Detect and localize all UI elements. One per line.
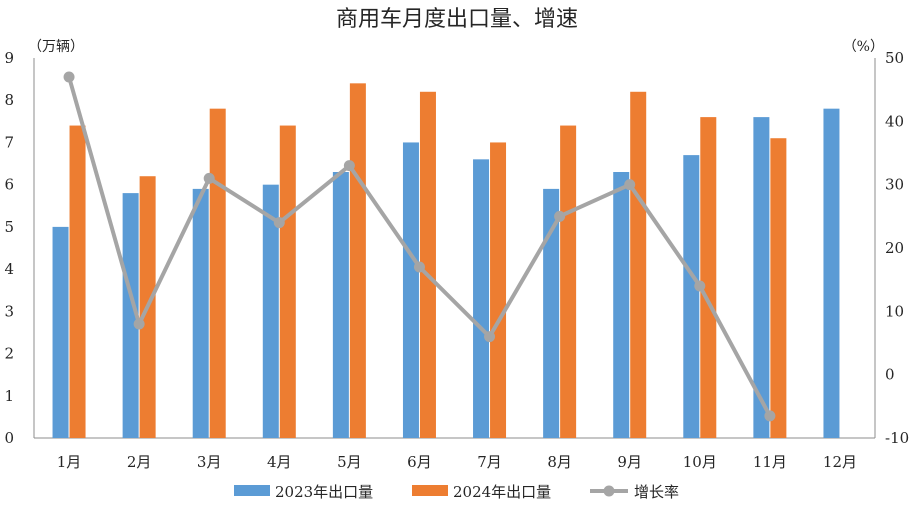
bar-2023: [683, 155, 700, 438]
bar-2023: [192, 188, 209, 438]
bar-2023: [122, 193, 139, 438]
growth-rate-point: [554, 210, 566, 222]
chart-title: 商用车月度出口量、增速: [336, 7, 578, 32]
bar-2024: [209, 108, 226, 439]
bar-2023: [332, 172, 349, 438]
growth-rate-point: [63, 71, 75, 83]
legend-swatch: [412, 485, 448, 496]
y-left-tick-label: 0: [4, 429, 14, 447]
bars-layer: [52, 83, 840, 439]
growth-rate-point: [764, 410, 776, 422]
bar-2023: [613, 172, 630, 438]
y-right-tick-label: 40: [885, 112, 904, 130]
x-tick-label: 4月: [267, 453, 292, 471]
y-left-tick-label: 1: [4, 387, 14, 405]
x-tick-label: 11月: [753, 453, 787, 471]
y-left-tick-label: 2: [4, 345, 14, 363]
growth-rate-point: [273, 217, 285, 229]
bar-2023: [52, 226, 69, 438]
y-left-tick-label: 8: [4, 91, 14, 109]
y-right-tick-label: 30: [885, 176, 904, 194]
growth-rate-point: [343, 160, 355, 172]
bar-2023: [823, 108, 840, 439]
bar-2024: [490, 142, 507, 438]
growth-rate-point: [413, 261, 425, 273]
x-tick-label: 7月: [477, 453, 502, 471]
x-tick-label: 5月: [337, 453, 362, 471]
y-right-tick-label: -10: [885, 429, 909, 447]
y-right-tick-label: 20: [885, 239, 904, 257]
x-tick-label: 12月: [823, 453, 857, 471]
y-left-tick-label: 6: [4, 176, 14, 194]
growth-rate-point: [203, 172, 215, 184]
growth-rate-point: [624, 179, 636, 191]
left-axis-unit: （万辆）: [28, 39, 84, 55]
legend-swatch-marker: [603, 485, 615, 497]
growth-rate-point: [694, 280, 706, 292]
y-left-tick-label: 4: [4, 260, 14, 278]
bar-2024: [630, 91, 647, 439]
bar-2024: [700, 117, 717, 438]
right-axis-unit: （%）: [843, 39, 884, 55]
x-tick-label: 9月: [617, 453, 642, 471]
x-tick-label: 2月: [127, 453, 152, 471]
x-tick-label: 6月: [407, 453, 432, 471]
bar-2024: [279, 125, 296, 439]
growth-rate-point: [484, 331, 496, 343]
bar-2024: [69, 125, 86, 439]
x-tick-label: 3月: [197, 453, 222, 471]
y-right-tick-label: 50: [885, 49, 904, 67]
growth-rate-point: [133, 318, 145, 330]
bar-2024: [770, 138, 787, 438]
bar-2023: [473, 159, 490, 439]
legend-label: 增长率: [634, 483, 679, 501]
bar-2024: [560, 125, 577, 439]
x-tick-label: 1月: [57, 453, 82, 471]
y-left-tick-label: 3: [4, 302, 14, 320]
x-tick-label: 10月: [683, 453, 717, 471]
legend-swatch: [234, 485, 270, 496]
legend-label: 2023年出口量: [275, 483, 373, 501]
y-left-tick-label: 9: [4, 49, 14, 67]
bar-2023: [262, 184, 279, 438]
y-left-tick-label: 5: [4, 218, 14, 236]
axes: [33, 58, 876, 439]
y-left-tick-label: 7: [4, 133, 14, 151]
bar-2023: [543, 188, 560, 438]
tick-labels: 0 1 2 3 4 5 6 7 8 9 -10 0 10 20 30 40 50 1月 2月 3月 4月 5月 6月 7月 8月…: [4, 49, 909, 471]
y-right-tick-label: 0: [885, 366, 895, 384]
legend-label: 2024年出口量: [453, 483, 551, 501]
bar-2024: [349, 83, 366, 438]
x-tick-label: 8月: [547, 453, 572, 471]
growth-line-layer: [63, 71, 776, 422]
bar-2024: [419, 91, 436, 439]
legend: 2023年出口量 2024年出口量 增长率: [234, 483, 679, 501]
growth-rate-line: [67, 76, 772, 417]
bar-2023: [402, 142, 419, 438]
y-right-tick-label: 10: [885, 302, 904, 320]
bar-2023: [753, 117, 770, 438]
